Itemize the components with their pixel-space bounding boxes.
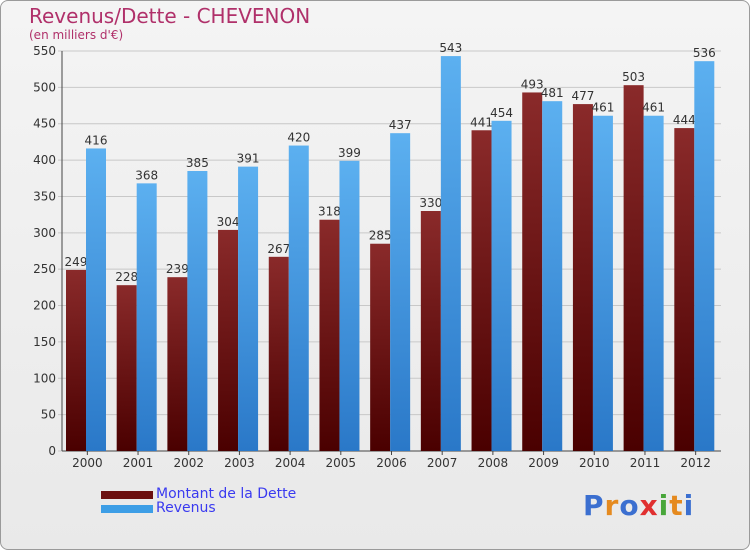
bar-debt bbox=[420, 211, 441, 451]
data-label-debt: 228 bbox=[115, 270, 138, 284]
bar-debt bbox=[572, 104, 593, 451]
bar-debt bbox=[116, 285, 137, 451]
data-label-debt: 477 bbox=[571, 89, 594, 103]
x-tick-label: 2001 bbox=[123, 456, 154, 470]
bar-revenue bbox=[288, 145, 309, 451]
legend-label-debt: Montant de la Dette bbox=[156, 486, 297, 502]
x-tick-label: 2006 bbox=[376, 456, 407, 470]
bar-debt bbox=[268, 256, 289, 451]
bar-revenue bbox=[542, 101, 563, 451]
data-label-debt: 318 bbox=[318, 205, 341, 219]
data-label-revenue: 536 bbox=[693, 46, 716, 60]
bar-debt bbox=[66, 269, 86, 451]
bar-revenue bbox=[136, 183, 157, 451]
data-label-revenue: 461 bbox=[591, 101, 614, 115]
data-label-debt: 444 bbox=[673, 113, 696, 127]
data-label-revenue: 454 bbox=[490, 106, 513, 120]
bar-revenue bbox=[339, 160, 360, 451]
data-label-revenue: 399 bbox=[338, 146, 361, 160]
data-label-debt: 503 bbox=[622, 70, 645, 84]
x-tick-label: 2000 bbox=[72, 456, 103, 470]
data-label-debt: 441 bbox=[470, 115, 493, 129]
x-tick-label: 2011 bbox=[630, 456, 661, 470]
bar-debt bbox=[218, 229, 239, 451]
bar-debt bbox=[674, 128, 695, 451]
data-label-revenue: 543 bbox=[439, 41, 462, 55]
logo-letter: t bbox=[669, 489, 684, 522]
bar-revenue bbox=[694, 61, 715, 451]
x-tick-label: 2012 bbox=[680, 456, 711, 470]
bar-debt bbox=[167, 277, 188, 451]
bar-debt bbox=[522, 92, 543, 452]
y-tick-label: 250 bbox=[33, 262, 56, 276]
data-label-debt: 330 bbox=[419, 196, 442, 210]
bar-revenue bbox=[440, 56, 461, 451]
logo-letter: o bbox=[619, 489, 640, 522]
logo-letter: i bbox=[683, 489, 695, 522]
y-tick-label: 300 bbox=[33, 226, 56, 240]
y-tick-label: 550 bbox=[33, 44, 56, 58]
logo-letter: P bbox=[583, 489, 605, 522]
bar-revenue bbox=[491, 120, 512, 452]
bar-debt bbox=[471, 130, 492, 452]
bar-revenue bbox=[187, 171, 208, 451]
data-label-revenue: 368 bbox=[135, 168, 158, 182]
x-tick-label: 2008 bbox=[478, 456, 509, 470]
x-tick-label: 2010 bbox=[579, 456, 610, 470]
x-tick-label: 2009 bbox=[528, 456, 559, 470]
x-tick-label: 2004 bbox=[275, 456, 306, 470]
x-tick-label: 2005 bbox=[326, 456, 357, 470]
legend-swatch-debt bbox=[101, 491, 153, 499]
y-tick-label: 400 bbox=[33, 153, 56, 167]
bar-revenue bbox=[592, 115, 613, 452]
logo-letter: x bbox=[639, 489, 659, 522]
bar-revenue bbox=[86, 148, 106, 452]
y-tick-label: 200 bbox=[33, 299, 56, 313]
bar-debt bbox=[319, 219, 340, 451]
data-label-debt: 239 bbox=[166, 262, 189, 276]
legend-swatch-revenue bbox=[101, 505, 153, 513]
y-tick-label: 350 bbox=[33, 189, 56, 203]
data-label-revenue: 481 bbox=[541, 86, 564, 100]
data-label-revenue: 420 bbox=[287, 131, 310, 145]
logo-letter: i bbox=[658, 489, 670, 522]
data-label-debt: 493 bbox=[521, 77, 544, 91]
data-label-revenue: 391 bbox=[237, 152, 260, 166]
chart-subtitle: (en milliers d'€) bbox=[29, 28, 124, 42]
data-label-debt: 267 bbox=[267, 242, 290, 256]
y-tick-label: 0 bbox=[48, 444, 56, 458]
data-label-debt: 249 bbox=[65, 255, 88, 269]
bar-revenue bbox=[238, 166, 259, 452]
proxiti-logo: Proxiti bbox=[583, 489, 694, 522]
data-label-revenue: 437 bbox=[389, 118, 412, 132]
data-label-revenue: 416 bbox=[85, 133, 108, 147]
x-tick-label: 2003 bbox=[224, 456, 255, 470]
x-tick-label: 2007 bbox=[427, 456, 458, 470]
data-label-revenue: 385 bbox=[186, 156, 209, 170]
legend-label-revenue: Revenus bbox=[156, 500, 216, 516]
logo-letter: r bbox=[604, 489, 620, 522]
bar-debt bbox=[623, 85, 644, 451]
data-label-debt: 304 bbox=[217, 215, 240, 229]
data-label-revenue: 461 bbox=[642, 101, 665, 115]
bar-revenue bbox=[390, 133, 411, 451]
y-tick-label: 450 bbox=[33, 117, 56, 131]
x-tick-label: 2002 bbox=[173, 456, 204, 470]
y-tick-label: 50 bbox=[41, 408, 56, 422]
y-tick-label: 100 bbox=[33, 371, 56, 385]
y-tick-label: 500 bbox=[33, 80, 56, 94]
data-label-debt: 285 bbox=[369, 229, 392, 243]
bar-debt bbox=[370, 243, 391, 451]
y-tick-label: 150 bbox=[33, 335, 56, 349]
bar-revenue bbox=[643, 115, 664, 452]
chart-title: Revenus/Dette - CHEVENON bbox=[29, 4, 311, 28]
